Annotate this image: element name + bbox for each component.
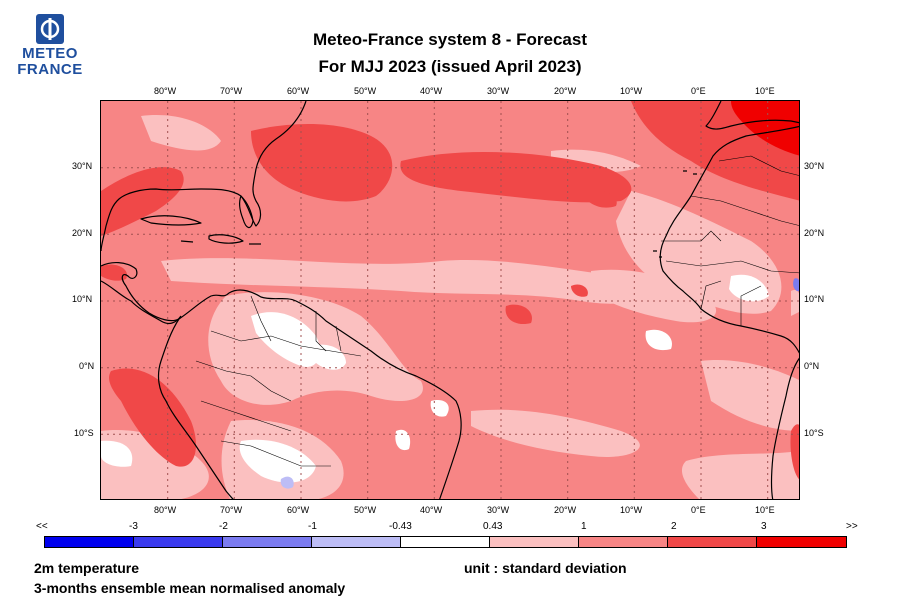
anomaly-white-patches [101, 274, 769, 483]
lon-label-top-50w: 50°W [354, 86, 377, 96]
lon-label-top-40w: 40°W [420, 86, 443, 96]
lon-label-bottom-40w: 40°W [420, 505, 443, 515]
lon-label-bottom-60w: 60°W [287, 505, 310, 515]
lon-label-top-0e: 0°E [691, 86, 706, 96]
lon-label-top-30w: 30°W [487, 86, 510, 96]
lat-label-left-30n: 30°N [72, 161, 93, 171]
chart-subtitle: For MJJ 2023 (issued April 2023) [318, 57, 582, 76]
lon-label-bottom-20w: 20°W [554, 505, 577, 515]
lat-label-right-20n: 20°N [804, 228, 825, 238]
colorbar-segment-4 [401, 537, 490, 547]
colorbar-segment-1 [134, 537, 223, 547]
lat-label-left-10n: 10°N [72, 294, 93, 304]
lat-label-right-10s: 10°S [804, 428, 824, 438]
country-borders [195, 155, 799, 467]
meteo-france-emblem-icon [36, 14, 64, 44]
lon-label-bottom-0e: 0°E [691, 505, 706, 515]
colorbar-segment-7 [668, 537, 757, 547]
anomaly-map [100, 100, 800, 500]
colorbar-label-lower-open: << [36, 521, 48, 532]
lon-label-bottom-50w: 50°W [354, 505, 377, 515]
anomaly-strongest-patches [731, 101, 799, 156]
colorbar-segment-3 [312, 537, 401, 547]
anomaly-blue-patches [280, 278, 799, 489]
colorbar-segment-6 [579, 537, 668, 547]
lat-label-right-30n: 30°N [804, 161, 825, 171]
lon-label-bottom-70w: 70°W [220, 505, 243, 515]
lon-label-bottom-30w: 30°W [487, 505, 510, 515]
anomaly-map-svg [101, 101, 799, 499]
lon-label-top-80w: 80°W [154, 86, 177, 96]
lon-label-bottom-10e: 10°E [755, 505, 775, 515]
coastlines [101, 101, 799, 499]
colorbar-segment-8 [757, 537, 846, 547]
lon-label-top-10w: 10°W [620, 86, 643, 96]
lon-label-top-10e: 10°E [755, 86, 775, 96]
logo-text-line2: FRANCE [17, 61, 83, 78]
meteo-france-logo: METEO FRANCE [14, 14, 86, 78]
colorbar-segment-5 [490, 537, 579, 547]
colorbar-segment-0 [45, 537, 134, 547]
colorbar-label-minus0_43: -0.43 [389, 521, 412, 532]
lat-label-right-10n: 10°N [804, 294, 825, 304]
lat-label-left-20n: 20°N [72, 228, 93, 238]
colorbar [44, 536, 847, 548]
colorbar-segment-2 [223, 537, 312, 547]
colorbar-label-minus2: -2 [219, 521, 228, 532]
lon-label-top-60w: 60°W [287, 86, 310, 96]
colorbar-label-minus1: -1 [308, 521, 317, 532]
colorbar-label-2: 2 [671, 521, 677, 532]
lat-label-left-0n: 0°N [79, 361, 95, 371]
colorbar-label-3: 3 [761, 521, 767, 532]
unit-label: unit : standard deviation [464, 560, 627, 576]
description-label: 3-months ensemble mean normalised anomal… [34, 580, 346, 596]
graticule [101, 101, 799, 499]
logo-text-line1: METEO [22, 45, 78, 62]
lon-label-bottom-80w: 80°W [154, 505, 177, 515]
variable-label: 2m temperature [34, 560, 140, 576]
lon-label-bottom-10w: 10°W [620, 505, 643, 515]
colorbar-label-minus3: -3 [129, 521, 138, 532]
colorbar-label-1: 1 [581, 521, 587, 532]
colorbar-label-upper-open: >> [846, 521, 858, 532]
lat-label-left-10s: 10°S [74, 428, 94, 438]
lon-label-top-70w: 70°W [220, 86, 243, 96]
colorbar-label-0_43: 0.43 [483, 521, 503, 532]
chart-title: Meteo-France system 8 - Forecast [313, 30, 587, 49]
lon-label-top-20w: 20°W [554, 86, 577, 96]
lat-label-right-0n: 0°N [804, 361, 820, 371]
